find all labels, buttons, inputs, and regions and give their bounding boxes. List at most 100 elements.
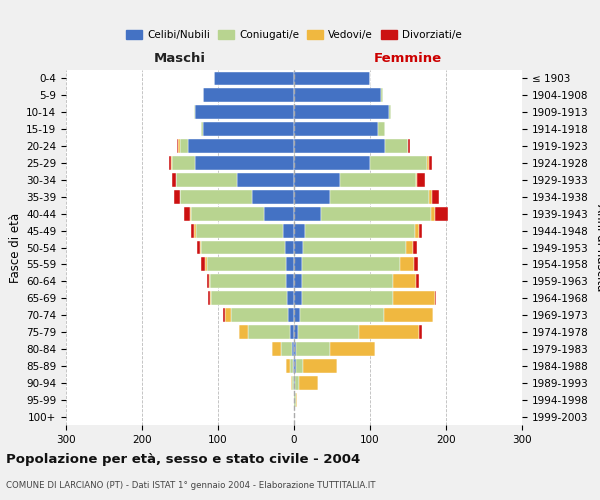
Bar: [194, 224, 196, 237]
Bar: [294, 156, 370, 170]
Bar: [296, 359, 303, 373]
Text: Popolazione per età, sesso e stato civile - 2004: Popolazione per età, sesso e stato civil…: [6, 452, 360, 466]
Bar: [340, 173, 416, 187]
Bar: [419, 224, 422, 237]
Bar: [287, 292, 294, 305]
Bar: [286, 258, 294, 272]
Bar: [281, 342, 292, 356]
Bar: [209, 274, 211, 288]
Bar: [413, 240, 417, 254]
Bar: [291, 376, 292, 390]
Bar: [294, 392, 296, 406]
Bar: [294, 308, 300, 322]
Bar: [434, 207, 448, 220]
Bar: [171, 156, 172, 170]
Bar: [416, 274, 419, 288]
Bar: [191, 224, 194, 237]
Bar: [286, 274, 294, 288]
Bar: [248, 325, 290, 339]
Bar: [201, 258, 205, 272]
Y-axis label: Anni di nascita: Anni di nascita: [594, 204, 600, 291]
Bar: [359, 325, 419, 339]
Bar: [292, 342, 294, 356]
Bar: [205, 258, 206, 272]
Bar: [302, 258, 400, 272]
Bar: [417, 173, 425, 187]
Bar: [184, 207, 190, 220]
Bar: [272, 342, 281, 356]
Bar: [195, 156, 294, 170]
Bar: [331, 190, 429, 203]
Bar: [429, 190, 431, 203]
Bar: [294, 274, 302, 288]
Bar: [172, 173, 176, 187]
Bar: [416, 173, 417, 187]
Bar: [169, 156, 171, 170]
Text: Femmine: Femmine: [374, 52, 442, 64]
Bar: [206, 274, 209, 288]
Bar: [203, 122, 294, 136]
Bar: [214, 72, 294, 86]
Bar: [406, 240, 413, 254]
Y-axis label: Fasce di età: Fasce di età: [9, 212, 22, 282]
Bar: [285, 240, 294, 254]
Bar: [296, 392, 297, 406]
Bar: [294, 376, 295, 390]
Bar: [294, 88, 382, 102]
Bar: [188, 139, 294, 153]
Bar: [290, 359, 293, 373]
Bar: [209, 292, 211, 305]
Bar: [298, 325, 359, 339]
Bar: [400, 258, 414, 272]
Bar: [303, 359, 337, 373]
Bar: [180, 139, 188, 153]
Bar: [176, 173, 237, 187]
Bar: [239, 325, 248, 339]
Bar: [263, 207, 294, 220]
Bar: [294, 224, 305, 237]
Bar: [294, 292, 302, 305]
Bar: [286, 359, 290, 373]
Bar: [302, 292, 393, 305]
Bar: [211, 274, 286, 288]
Bar: [237, 173, 294, 187]
Bar: [231, 308, 288, 322]
Bar: [208, 292, 209, 305]
Bar: [300, 308, 383, 322]
Bar: [414, 258, 418, 272]
Bar: [190, 207, 191, 220]
Bar: [206, 258, 286, 272]
Bar: [377, 122, 385, 136]
Bar: [294, 106, 389, 119]
Bar: [191, 207, 263, 220]
Bar: [290, 325, 294, 339]
Bar: [294, 359, 296, 373]
Bar: [431, 207, 434, 220]
Bar: [211, 292, 287, 305]
Bar: [393, 274, 416, 288]
Bar: [172, 156, 195, 170]
Bar: [294, 207, 320, 220]
Legend: Celibi/Nubili, Coniugati/e, Vedovi/e, Divorziati/e: Celibi/Nubili, Coniugati/e, Vedovi/e, Di…: [122, 26, 466, 44]
Bar: [302, 274, 393, 288]
Bar: [299, 376, 317, 390]
Bar: [197, 240, 200, 254]
Bar: [330, 342, 376, 356]
Bar: [201, 122, 203, 136]
Bar: [223, 308, 225, 322]
Bar: [225, 308, 231, 322]
Bar: [303, 240, 406, 254]
Bar: [296, 342, 330, 356]
Bar: [283, 224, 294, 237]
Bar: [177, 139, 178, 153]
Bar: [434, 292, 436, 305]
Bar: [382, 88, 383, 102]
Bar: [393, 292, 434, 305]
Bar: [294, 258, 302, 272]
Bar: [294, 173, 340, 187]
Bar: [415, 224, 419, 237]
Bar: [294, 139, 385, 153]
Bar: [428, 156, 433, 170]
Bar: [294, 240, 303, 254]
Text: COMUNE DI LARCIANO (PT) - Dati ISTAT 1° gennaio 2004 - Elaborazione TUTTITALIA.I: COMUNE DI LARCIANO (PT) - Dati ISTAT 1° …: [6, 481, 376, 490]
